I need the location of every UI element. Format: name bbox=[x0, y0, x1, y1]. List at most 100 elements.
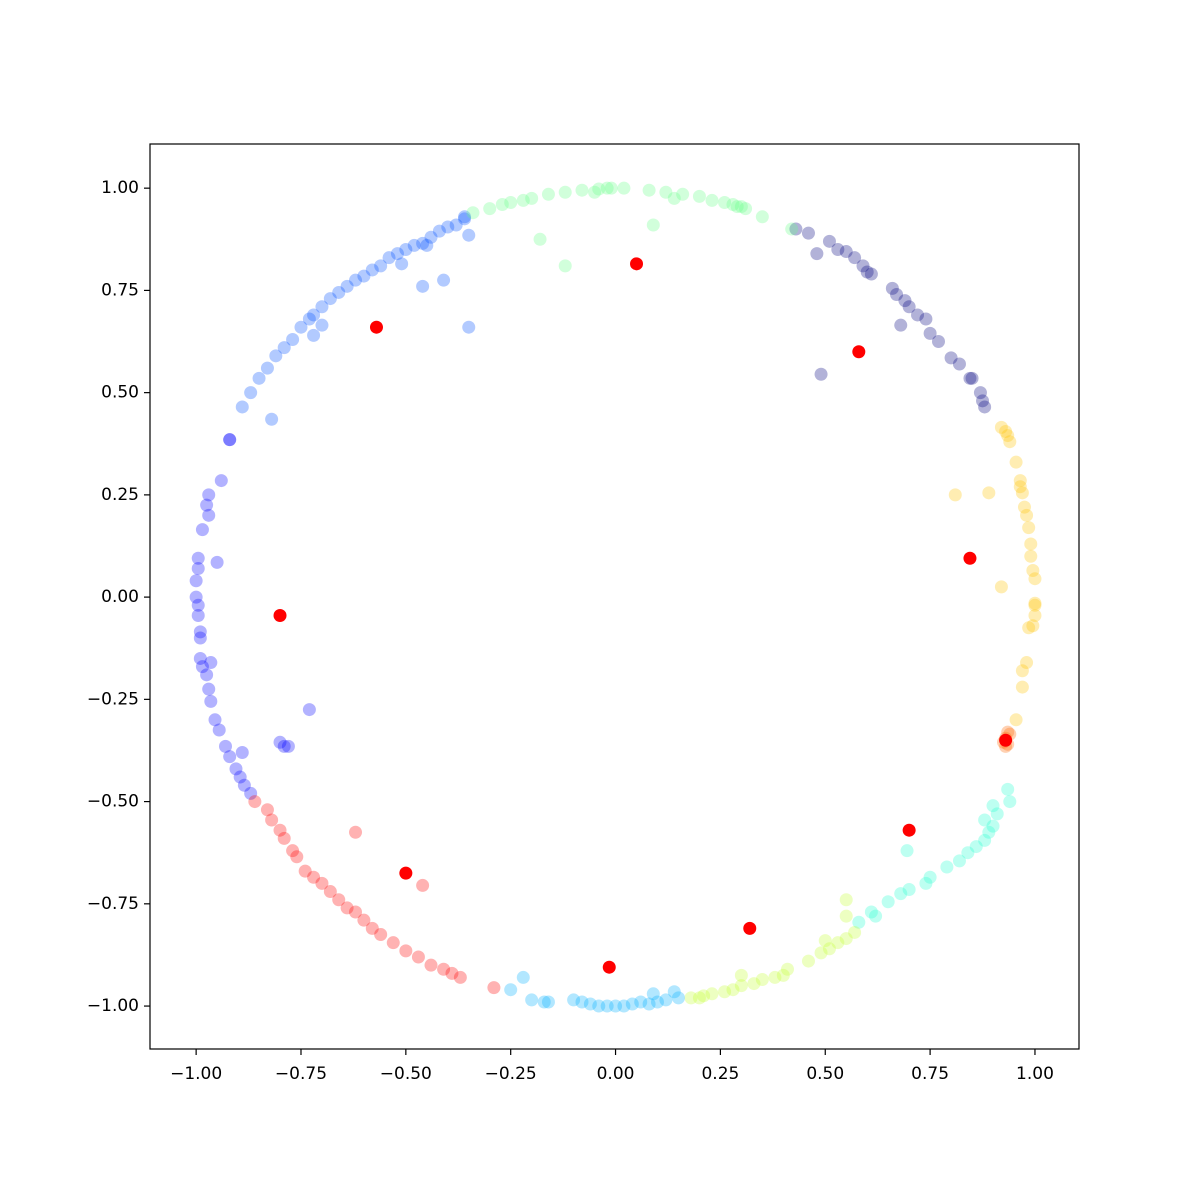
point bbox=[340, 901, 354, 915]
point bbox=[195, 660, 209, 674]
point bbox=[558, 185, 572, 199]
point bbox=[1003, 795, 1017, 809]
point bbox=[600, 999, 614, 1013]
point bbox=[357, 269, 371, 283]
point bbox=[315, 318, 329, 332]
point bbox=[634, 995, 648, 1009]
point bbox=[952, 854, 966, 868]
y-tick-label: 0.00 bbox=[101, 587, 139, 607]
point bbox=[659, 185, 673, 199]
point bbox=[307, 308, 321, 322]
point bbox=[349, 825, 363, 839]
point bbox=[890, 287, 904, 301]
point bbox=[944, 351, 958, 365]
point bbox=[395, 257, 409, 271]
point bbox=[726, 983, 740, 997]
x-tick-label: 0.25 bbox=[701, 1064, 739, 1084]
point bbox=[265, 412, 279, 426]
point bbox=[1022, 621, 1036, 635]
point bbox=[212, 723, 226, 737]
point bbox=[298, 864, 312, 878]
point bbox=[193, 651, 207, 665]
point bbox=[852, 915, 866, 929]
point bbox=[575, 995, 589, 1009]
point bbox=[235, 746, 249, 760]
point bbox=[1028, 596, 1042, 610]
point bbox=[864, 267, 878, 281]
point bbox=[963, 371, 977, 385]
point bbox=[237, 778, 251, 792]
point bbox=[969, 840, 983, 854]
point bbox=[567, 993, 581, 1007]
point bbox=[189, 574, 203, 588]
point bbox=[252, 371, 266, 385]
point bbox=[390, 247, 404, 261]
point bbox=[671, 991, 685, 1005]
point bbox=[307, 870, 321, 884]
point bbox=[302, 312, 316, 326]
point bbox=[982, 486, 996, 500]
point bbox=[994, 420, 1008, 434]
point bbox=[839, 932, 853, 946]
point bbox=[374, 927, 388, 941]
point bbox=[961, 846, 975, 860]
point bbox=[332, 893, 346, 907]
point bbox=[630, 257, 644, 271]
point bbox=[277, 739, 291, 753]
point bbox=[516, 193, 530, 207]
point bbox=[424, 230, 438, 244]
point bbox=[697, 989, 711, 1003]
point bbox=[445, 966, 459, 980]
point bbox=[755, 210, 769, 224]
point bbox=[286, 332, 300, 346]
point bbox=[602, 960, 616, 974]
point bbox=[923, 326, 937, 340]
point bbox=[625, 997, 639, 1011]
point bbox=[1024, 537, 1038, 551]
point bbox=[848, 925, 862, 939]
point bbox=[525, 993, 539, 1007]
point bbox=[416, 878, 430, 892]
point bbox=[277, 341, 291, 355]
point bbox=[462, 228, 476, 242]
point bbox=[994, 580, 1008, 594]
point bbox=[919, 876, 933, 890]
point bbox=[533, 232, 547, 246]
point bbox=[814, 367, 828, 381]
point bbox=[726, 198, 740, 212]
point bbox=[286, 844, 300, 858]
point bbox=[919, 312, 933, 326]
point bbox=[785, 222, 799, 236]
point bbox=[739, 202, 753, 216]
point bbox=[466, 206, 480, 220]
point bbox=[340, 279, 354, 293]
point bbox=[986, 819, 1000, 833]
point bbox=[411, 950, 425, 964]
point bbox=[667, 985, 681, 999]
y-tick-label: 1.00 bbox=[101, 178, 139, 198]
point bbox=[195, 523, 209, 537]
point bbox=[856, 259, 870, 273]
point bbox=[229, 762, 243, 776]
point bbox=[705, 193, 719, 207]
point bbox=[202, 488, 216, 502]
point bbox=[646, 218, 660, 232]
point bbox=[1013, 480, 1027, 494]
point bbox=[831, 936, 845, 950]
point bbox=[894, 318, 908, 332]
point bbox=[747, 977, 761, 991]
point bbox=[1028, 609, 1042, 623]
point bbox=[1015, 664, 1029, 678]
point bbox=[734, 979, 748, 993]
point bbox=[881, 895, 895, 909]
point bbox=[487, 981, 501, 995]
point bbox=[839, 909, 853, 923]
point bbox=[860, 265, 874, 279]
point bbox=[399, 243, 413, 257]
point bbox=[1020, 656, 1034, 670]
point bbox=[349, 273, 363, 287]
point bbox=[801, 226, 815, 240]
point bbox=[650, 995, 664, 1009]
x-tick-label: 0.00 bbox=[597, 1064, 635, 1084]
point bbox=[776, 968, 790, 982]
